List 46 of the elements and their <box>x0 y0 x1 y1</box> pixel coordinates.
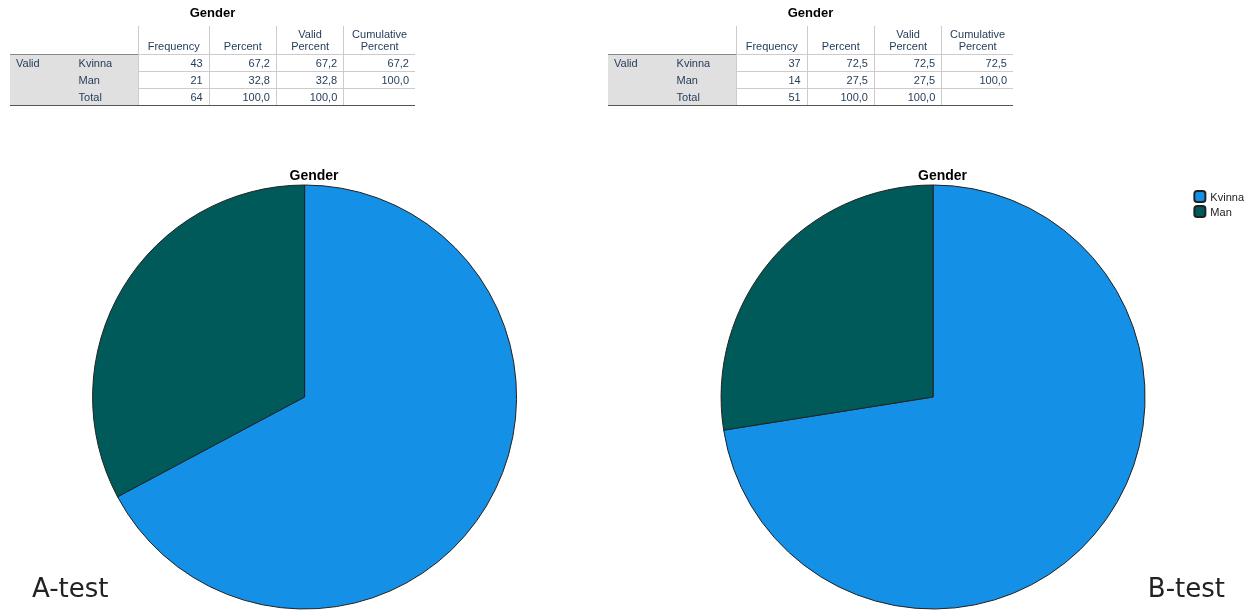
text: 64 <box>190 91 203 103</box>
text: 32,8 <box>248 74 270 86</box>
category-label: Frequency <box>736 26 808 55</box>
chart-title: Gender <box>289 167 340 183</box>
category-label: Frequency <box>138 26 210 55</box>
text: 72,5 <box>913 57 936 69</box>
text: Valid <box>10 54 73 72</box>
category-label: Percent <box>807 26 875 55</box>
category-label: Man <box>78 74 100 86</box>
category-label: Percent <box>209 26 277 55</box>
category-label: Total <box>676 90 700 103</box>
text: 100,0 <box>979 74 1007 86</box>
text: 100,0 <box>309 91 338 103</box>
text: 100,0 <box>242 91 270 103</box>
category-label: Valid Percent <box>276 26 344 55</box>
category-label: Cumulative Percent <box>941 26 1013 55</box>
text: 100,0 <box>907 91 936 103</box>
text: 67,2 <box>248 57 270 69</box>
chart-title: Gender <box>917 167 968 183</box>
text: 72,5 <box>985 57 1007 69</box>
text: 27,5 <box>846 74 868 86</box>
text: Gender <box>786 5 835 20</box>
category-label: Cumulative Percent <box>343 26 415 55</box>
text: 100,0 <box>840 91 868 103</box>
text: Gender <box>188 5 237 20</box>
text: 67,2 <box>315 57 338 69</box>
legend-label: Man <box>1210 205 1232 218</box>
category-label: Kvinna <box>78 57 113 70</box>
category-label: Total <box>78 90 102 103</box>
text: 100,0 <box>381 74 409 86</box>
text: 51 <box>788 91 801 103</box>
category-label: Man <box>676 74 698 86</box>
text: A-test <box>32 573 109 603</box>
text: 14 <box>788 74 801 86</box>
text: B-test <box>1147 573 1225 603</box>
text: 67,2 <box>387 57 409 69</box>
text: 27,5 <box>913 74 936 86</box>
text: 21 <box>190 74 203 86</box>
text: 32,8 <box>315 74 338 86</box>
text: 37 <box>788 57 801 69</box>
text: 43 <box>190 57 203 69</box>
text: 72,5 <box>846 57 868 69</box>
text: Valid <box>608 54 671 72</box>
legend-label: Kvinna <box>1210 190 1245 203</box>
category-label: Valid Percent <box>874 26 942 55</box>
category-label: Kvinna <box>676 57 711 70</box>
